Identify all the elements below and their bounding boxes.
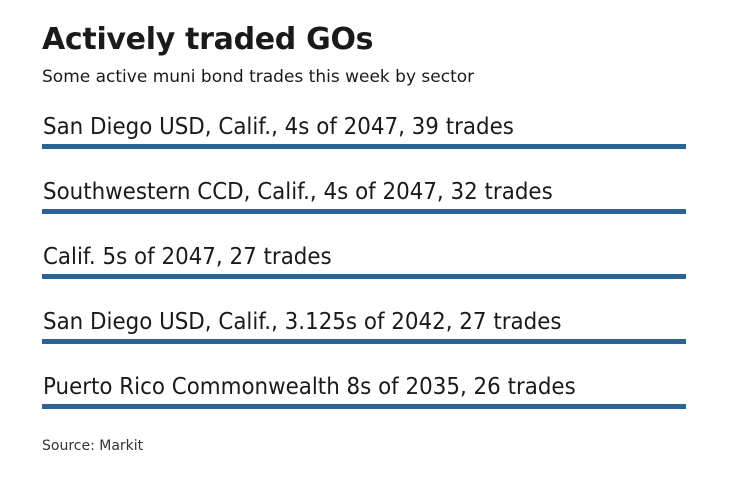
trade-row-bar [42, 404, 686, 409]
trade-row: Southwestern CCD, Calif., 4s of 2047, 32… [42, 179, 686, 244]
trade-row-label: San Diego USD, Calif., 4s of 2047, 39 tr… [43, 114, 514, 140]
chart-subtitle: Some active muni bond trades this week b… [42, 67, 475, 87]
trade-row-label: San Diego USD, Calif., 3.125s of 2042, 2… [43, 309, 562, 335]
trade-row-bar [42, 144, 686, 149]
trades-list: San Diego USD, Calif., 4s of 2047, 39 tr… [42, 114, 686, 439]
trade-row-label: Puerto Rico Commonwealth 8s of 2035, 26 … [43, 374, 576, 400]
trade-row-bar [42, 339, 686, 344]
trade-row-bar [42, 209, 686, 214]
trade-row: San Diego USD, Calif., 3.125s of 2042, 2… [42, 309, 686, 374]
chart-title: Actively traded GOs [42, 22, 374, 57]
trade-row-label: Southwestern CCD, Calif., 4s of 2047, 32… [43, 179, 553, 205]
trade-row-bar [42, 274, 686, 279]
trade-row: San Diego USD, Calif., 4s of 2047, 39 tr… [42, 114, 686, 179]
trade-row-label: Calif. 5s of 2047, 27 trades [43, 244, 332, 270]
trade-row: Calif. 5s of 2047, 27 trades [42, 244, 686, 309]
source-note: Source: Markit [42, 438, 144, 454]
trade-row: Puerto Rico Commonwealth 8s of 2035, 26 … [42, 374, 686, 439]
